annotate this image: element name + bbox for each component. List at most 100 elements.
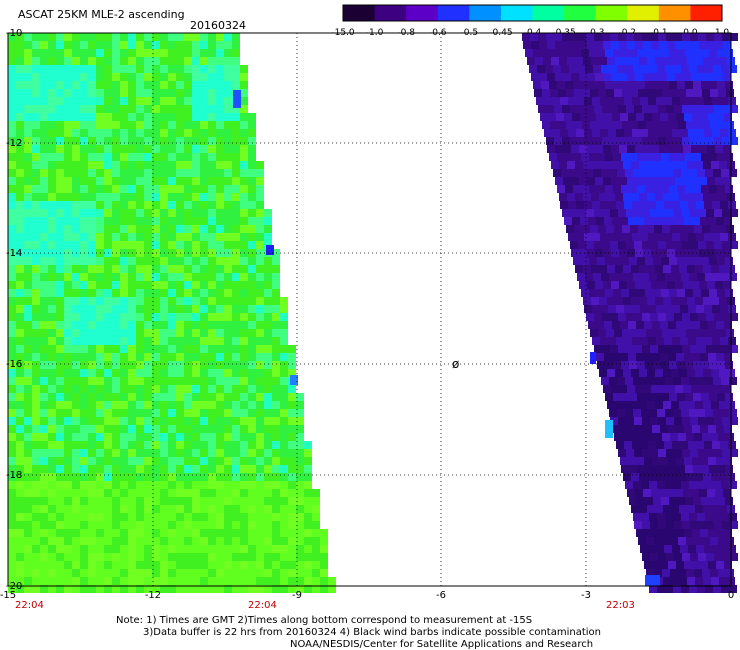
east-swath-cell — [678, 433, 686, 441]
west-swath-cell — [136, 361, 144, 369]
west-swath-cell — [96, 569, 104, 577]
west-swath-cell — [64, 137, 72, 145]
west-swath-cell — [160, 65, 168, 73]
east-swath-cell — [681, 65, 689, 73]
east-swath-cell — [657, 169, 665, 177]
west-swath-cell — [312, 497, 320, 505]
east-swath-cell — [666, 241, 674, 249]
west-swath-cell — [208, 137, 216, 145]
west-swath-cell — [176, 329, 184, 337]
west-swath-cell — [40, 457, 48, 465]
east-swath-cell — [679, 401, 687, 409]
east-swath-cell — [653, 497, 661, 505]
west-swath-cell — [240, 289, 248, 297]
west-swath-cell — [232, 289, 240, 297]
west-swath-cell — [184, 217, 192, 225]
east-swath-cell — [604, 113, 612, 121]
west-swath-cell — [160, 161, 168, 169]
west-swath-cell — [256, 241, 264, 249]
west-swath-cell — [104, 417, 112, 425]
west-swath-cell — [72, 265, 80, 273]
west-swath-cell — [272, 393, 280, 401]
west-swath-cell — [216, 137, 224, 145]
west-swath-cell — [40, 297, 48, 305]
west-swath-cell — [160, 121, 168, 129]
west-swath-cell — [192, 529, 200, 537]
east-swath-cell — [628, 353, 636, 361]
west-swath-cell — [208, 513, 216, 521]
west-swath-cell — [88, 569, 96, 577]
west-swath-cell — [128, 409, 136, 417]
west-swath-cell — [144, 473, 152, 481]
west-swath-cell — [72, 225, 80, 233]
west-swath-cell — [72, 297, 80, 305]
west-swath-cell — [8, 89, 16, 97]
east-swath-cell — [637, 289, 645, 297]
east-swath-cell — [675, 489, 683, 497]
east-swath-cell — [674, 241, 682, 249]
west-swath-cell — [56, 505, 64, 513]
west-swath-cell — [128, 33, 136, 41]
west-swath-cell — [240, 337, 248, 345]
east-swath-cell — [684, 457, 692, 465]
west-swath-cell — [160, 457, 168, 465]
west-swath-cell — [256, 225, 264, 233]
west-swath-cell — [216, 225, 224, 233]
east-swath-cell — [672, 129, 680, 137]
east-swath-cell — [705, 409, 713, 417]
east-swath-cell — [730, 417, 738, 425]
east-swath-cell — [675, 281, 683, 289]
west-swath-cell — [112, 361, 120, 369]
west-swath-cell — [72, 129, 80, 137]
west-swath-cell — [192, 105, 200, 113]
east-swath-cell — [644, 457, 652, 465]
west-swath-cell — [248, 585, 256, 593]
east-swath-cell — [621, 361, 629, 369]
east-swath-cell — [669, 81, 677, 89]
west-swath-cell — [296, 393, 304, 401]
east-swath-cell — [726, 89, 734, 97]
east-swath-cell — [612, 217, 620, 225]
east-swath-cell — [657, 65, 665, 73]
west-swath-cell — [192, 121, 200, 129]
west-swath-cell — [152, 433, 160, 441]
east-swath-cell — [640, 337, 648, 345]
west-swath-cell — [200, 489, 208, 497]
west-swath-cell — [248, 329, 256, 337]
west-swath-cell — [288, 385, 296, 393]
east-swath-cell — [638, 537, 646, 545]
west-swath-cell — [56, 433, 64, 441]
west-swath-cell — [128, 505, 136, 513]
west-swath-cell — [32, 169, 40, 177]
east-swath-cell — [562, 33, 570, 41]
east-swath-cell — [611, 249, 619, 257]
east-swath-cell — [653, 289, 661, 297]
west-swath-cell — [192, 257, 200, 265]
west-swath-cell — [290, 375, 298, 385]
west-swath-cell — [216, 257, 224, 265]
east-swath-cell — [662, 433, 670, 441]
west-swath-cell — [72, 281, 80, 289]
west-swath-cell — [40, 177, 48, 185]
west-swath-cell — [168, 329, 176, 337]
east-swath-cell — [687, 473, 695, 481]
east-swath-cell — [615, 57, 623, 65]
west-swath-cell — [112, 169, 120, 177]
east-swath-cell — [549, 81, 557, 89]
west-swath-cell — [240, 369, 248, 377]
west-swath-cell — [24, 41, 32, 49]
east-swath-cell — [639, 265, 647, 273]
west-swath-cell — [304, 537, 312, 545]
east-swath-cell — [590, 121, 598, 129]
west-swath-cell — [56, 217, 64, 225]
west-swath-cell — [24, 473, 32, 481]
west-swath-cell — [224, 449, 232, 457]
colorbar-segment — [437, 5, 470, 21]
west-swath-cell — [288, 513, 296, 521]
west-swath-cell — [208, 521, 216, 529]
west-swath-cell — [96, 313, 104, 321]
west-swath-cell — [8, 33, 16, 41]
west-swath-cell — [256, 265, 264, 273]
west-swath-cell — [248, 193, 256, 201]
east-swath-cell — [684, 217, 692, 225]
